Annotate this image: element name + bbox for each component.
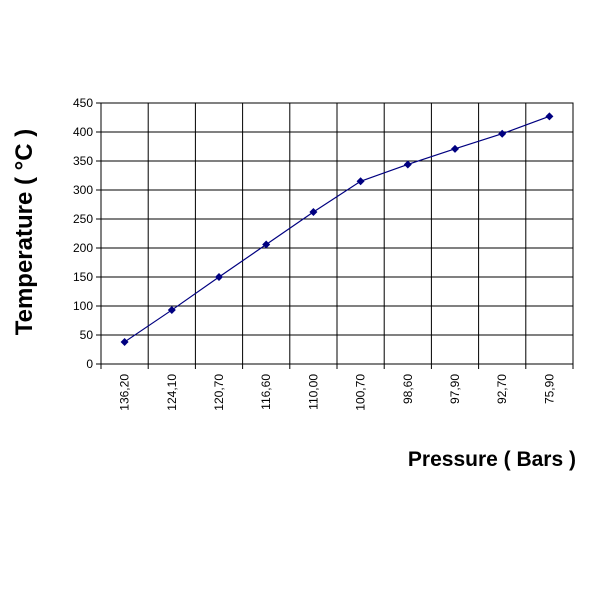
y-tick-label: 200 (73, 241, 93, 255)
data-point (356, 177, 365, 186)
y-tick-label: 450 (73, 96, 93, 110)
data-point (451, 144, 459, 153)
data-point (498, 129, 507, 138)
x-axis: 136,20 124,10 120,70 116,60 110,00 100,70 98,6… (100, 364, 574, 411)
x-tick-label: 120,70 (212, 374, 226, 411)
y-tick-label: 150 (73, 270, 93, 284)
data-point (262, 240, 271, 249)
x-tick-label: 136,20 (118, 374, 132, 411)
data-markers (120, 112, 554, 346)
data-point (309, 208, 318, 217)
x-tick-label: 75,90 (542, 374, 556, 404)
y-tick-label: 300 (73, 183, 93, 197)
data-point (120, 337, 129, 346)
y-tick-label: 350 (73, 154, 93, 168)
data-point (167, 306, 176, 315)
grid-lines (101, 103, 573, 364)
y-axis-title: Temperature ( °C ) (11, 129, 38, 336)
data-point (403, 160, 412, 169)
y-tick-label: 250 (73, 212, 93, 226)
series-line (124, 115, 550, 343)
x-tick-label: 116,60 (259, 374, 273, 410)
y-tick-label: 100 (73, 299, 93, 313)
y-tick-label: 0 (86, 357, 93, 371)
x-tick-label: 124,10 (165, 374, 179, 411)
data-point (215, 273, 223, 281)
data-point (545, 112, 554, 121)
x-tick-label: 100,70 (354, 374, 368, 411)
x-tick-label: 98,60 (401, 374, 415, 404)
x-tick-label: 97,90 (448, 374, 462, 404)
y-axis: 0 50 100 150 200 250 300 350 400 450 (73, 96, 101, 371)
y-tick-label: 50 (80, 328, 94, 342)
x-axis-title: Pressure ( Bars ) (408, 448, 576, 471)
x-tick-label: 110,00 (306, 374, 320, 410)
y-tick-label: 400 (73, 125, 93, 139)
x-tick-label: 92,70 (495, 374, 509, 404)
